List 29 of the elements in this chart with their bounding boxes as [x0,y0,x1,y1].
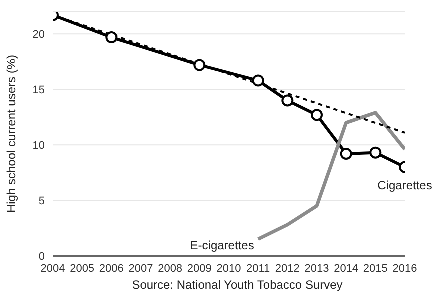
y-tick-label: 0 [38,250,45,263]
point [252,74,264,87]
x-tick-label: 2008 [158,262,183,275]
y-tick-label: 10 [32,140,45,152]
x-tick-label: 2016 [392,262,418,275]
source-note: Source: National Youth Tobacco Survey [131,278,344,292]
x-tick-label: 2006 [99,262,124,275]
x-tick-label: 2005 [70,262,95,275]
x-tick-label: 2004 [40,262,66,275]
point [311,109,323,122]
y-tick-label: 15 [32,84,45,97]
x-tick-label: 2015 [363,262,388,275]
x-tick-label: 2007 [128,262,154,275]
series-label: Cigarettes [378,178,432,192]
point [106,32,118,44]
point [370,146,382,159]
x-tick-label: 2013 [304,262,330,275]
y-tick-label: 20 [32,29,45,42]
x-tick-label: 2012 [275,262,300,275]
point [282,94,294,107]
series-label: E-cigarettes [190,238,254,252]
point [340,148,352,160]
point [194,59,206,72]
x-tick-label: 2010 [216,262,242,275]
x-tick-label: 2009 [187,262,212,275]
y-axis-title: High school current users (%) [4,54,18,214]
y-tick-label: 5 [38,195,45,208]
x-tick-label: 2011 [246,262,270,275]
x-tick-label: 2014 [334,262,359,275]
